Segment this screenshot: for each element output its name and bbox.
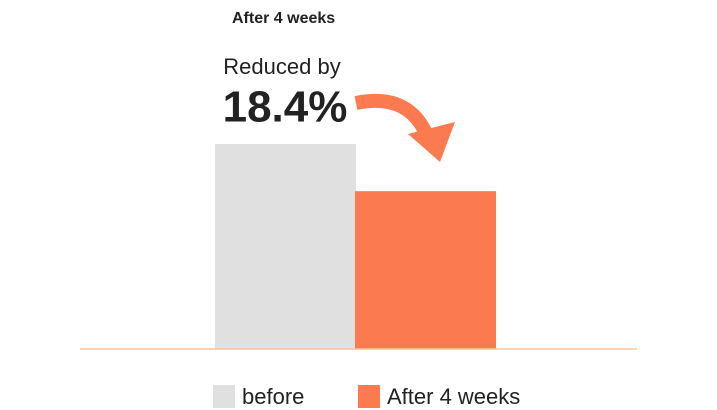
arrow-head (408, 122, 455, 162)
bar (355, 191, 496, 349)
bar (215, 144, 356, 349)
annotation: Reduced by (223, 54, 340, 79)
legend-swatch (213, 385, 235, 408)
chart-title: After 4 weeks (232, 10, 335, 27)
arrow (354, 93, 455, 162)
arrow-shaft (354, 93, 435, 141)
highlight-value: 18.4% (223, 83, 348, 132)
legend-swatch (358, 385, 380, 408)
legend-label: before (242, 384, 304, 409)
legend-label: After 4 weeks (387, 384, 520, 409)
